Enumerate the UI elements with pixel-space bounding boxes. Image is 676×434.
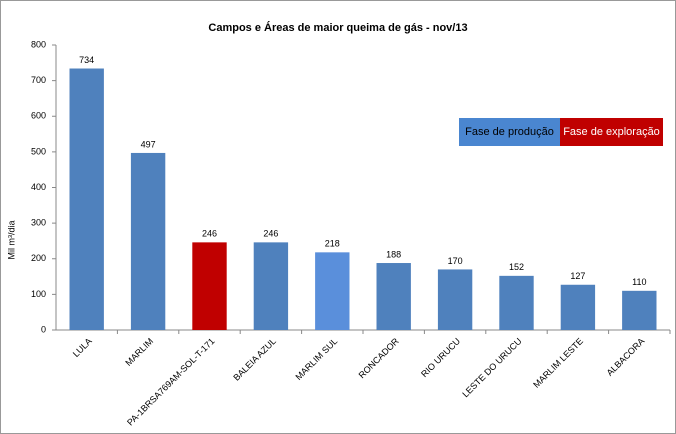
value-label: 246	[263, 229, 278, 239]
bar	[376, 263, 411, 330]
bar	[69, 68, 104, 330]
y-tick-label: 700	[31, 75, 46, 85]
value-label: 246	[202, 229, 217, 239]
value-label: 170	[448, 256, 463, 266]
value-label: 110	[632, 277, 646, 287]
y-tick-label: 400	[31, 182, 46, 192]
y-tick-label: 500	[31, 146, 46, 156]
value-label: 188	[386, 249, 401, 259]
y-tick-label: 0	[41, 324, 46, 334]
y-axis-label: Mil m³/dia	[6, 220, 16, 259]
bar	[499, 275, 534, 330]
value-label: 127	[570, 271, 585, 281]
y-tick-label: 300	[31, 218, 46, 228]
bar	[560, 284, 596, 330]
value-label: 218	[325, 239, 340, 249]
legend-swatch	[560, 118, 663, 146]
chart-title: Campos e Áreas de maior queima de gás - …	[208, 21, 467, 34]
bar	[130, 152, 166, 330]
legend-swatch	[459, 118, 560, 146]
bar	[437, 269, 473, 330]
bar	[253, 242, 289, 330]
y-tick-label: 200	[31, 253, 46, 263]
legend-label: Fase de exploração	[563, 126, 660, 138]
value-label: 734	[79, 55, 94, 65]
value-label: 497	[141, 139, 156, 149]
bar	[622, 290, 657, 330]
y-tick-label: 100	[31, 289, 46, 299]
legend-label: Fase de produção	[465, 126, 554, 138]
bar	[315, 252, 350, 330]
value-label: 152	[509, 262, 524, 272]
y-tick-label: 800	[31, 39, 46, 49]
bar	[192, 242, 227, 330]
y-tick-label: 600	[31, 111, 46, 121]
